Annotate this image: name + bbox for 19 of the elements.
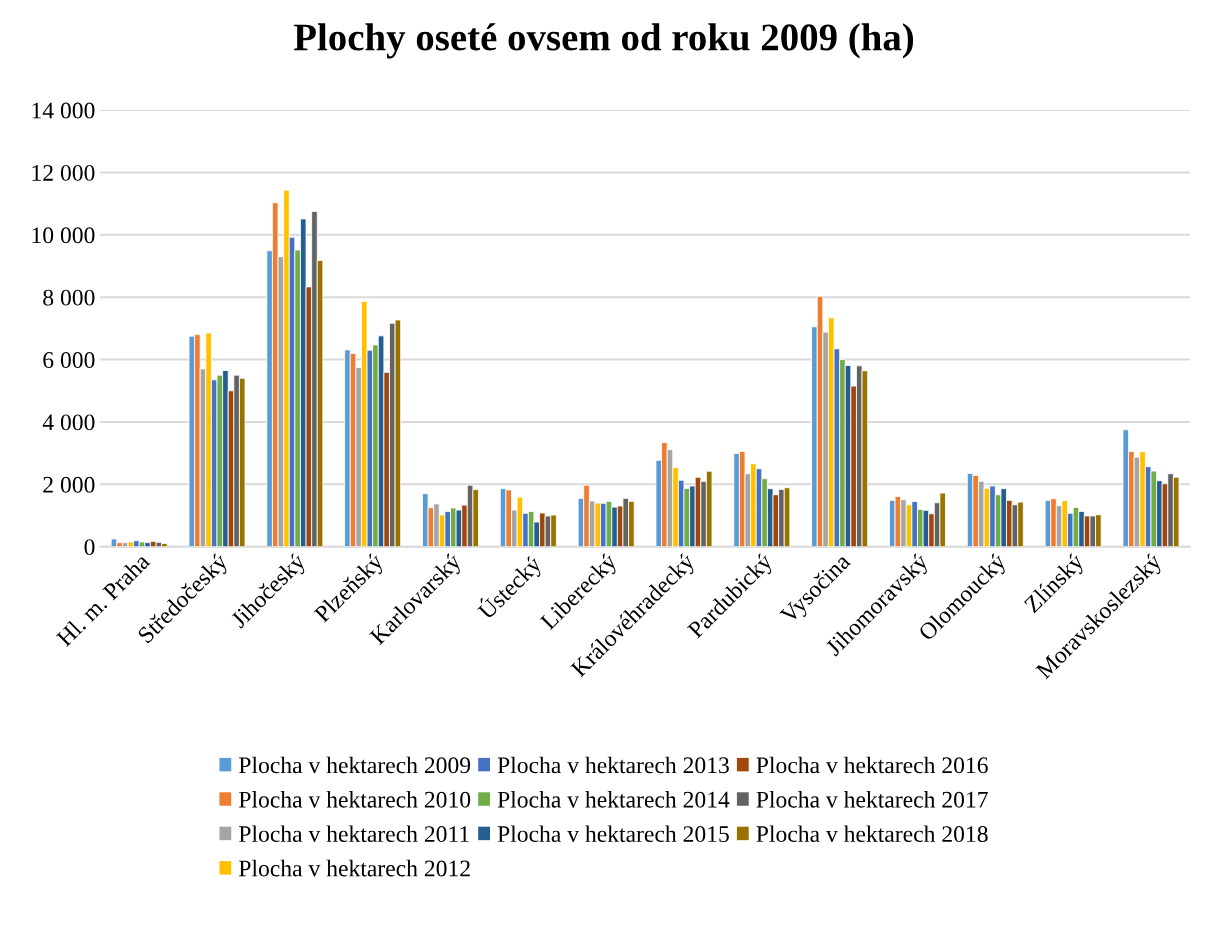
y-tick-label: 12 000 <box>32 164 95 181</box>
y-tick-label: 14 000 <box>32 102 95 119</box>
chart-title: Plochy oseté ovsem od roku 2009 (ha) <box>293 23 914 59</box>
y-tick-label: 8 000 <box>43 289 95 306</box>
legend-label: Plocha v hektarech 2011 <box>239 825 469 843</box>
legend-label: Plocha v hektarech 2016 <box>756 756 988 774</box>
y-tick-label: 10 000 <box>32 227 95 244</box>
y-tick-label: 4 000 <box>42 414 95 431</box>
y-tick-label: 0 <box>84 539 95 556</box>
legend-label: Plocha v hektarech 2012 <box>239 859 470 877</box>
legend-label: Plocha v hektarech 2017 <box>756 791 988 808</box>
legend-label: Plocha v hektarech 2009 <box>239 756 471 774</box>
legend-label: Plocha v hektarech 2014 <box>497 791 730 808</box>
y-tick-label: 2 000 <box>43 476 95 493</box>
legend-label: Plocha v hektarech 2015 <box>497 825 729 843</box>
legend-label: Plocha v hektarech 2010 <box>239 791 471 808</box>
y-tick-label: 6 000 <box>43 352 95 368</box>
legend-label: Plocha v hektarech 2018 <box>756 825 988 843</box>
legend-label: Plocha v hektarech 2013 <box>497 756 729 774</box>
